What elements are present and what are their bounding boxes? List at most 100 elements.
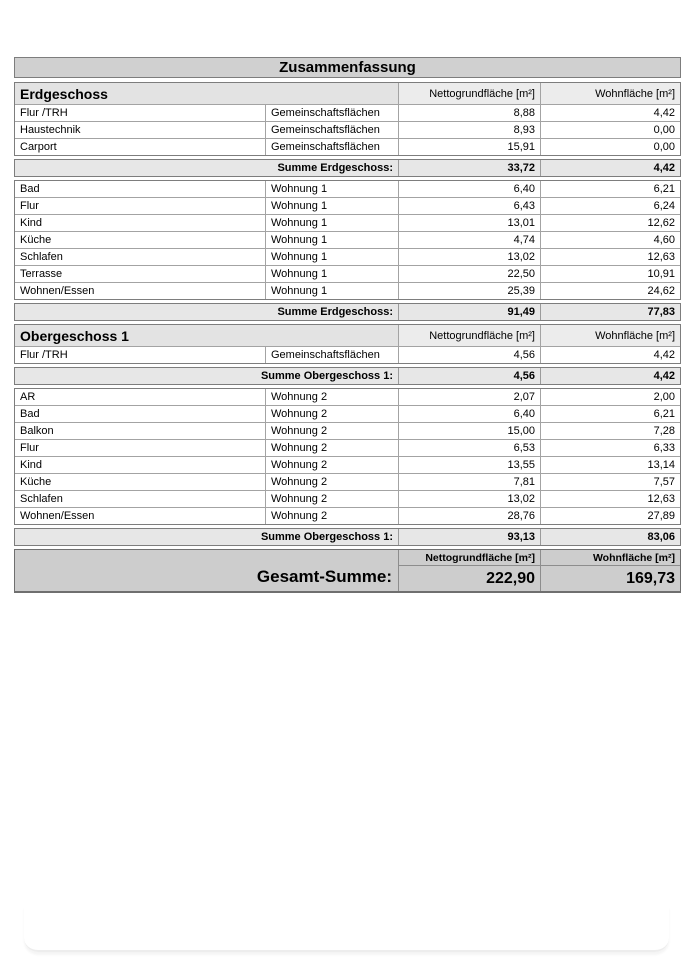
sum-row-obergeschoss1-total: Summe Obergeschoss 1: 93,13 83,06 [14,528,681,546]
table-cell: 6,43 [399,198,541,214]
table-cell: Wohnung 1 [266,181,399,197]
table-cell: Gemeinschaftsflächen [266,122,399,138]
table-row: Wohnen/Essen Wohnung 1 25,39 24,62 [15,282,680,299]
table-row: Flur Wohnung 2 6,53 6,33 [15,439,680,456]
table-row: Bad Wohnung 2 6,40 6,21 [15,405,680,422]
table-cell: Carport [15,139,266,155]
table-row: Carport Gemeinschaftsflächen 15,91 0,00 [15,138,680,155]
table-cell: Wohnung 1 [266,266,399,282]
table-cell: Wohnung 2 [266,389,399,405]
column-header-nettogrundflaeche: Nettogrundfläche [m²] [399,325,541,346]
sum-netto-value: 33,72 [399,160,541,176]
table-cell: Flur [15,440,266,456]
sum-wohn-value: 77,83 [647,306,675,318]
table-cell: Flur /TRH [15,105,266,121]
grand-total-netto-value: 222,90 [486,569,535,587]
grand-total-netto-column: Nettogrundfläche [m²] 222,90 [399,550,541,591]
table-cell: 7,81 [399,474,541,490]
table-cell: Terrasse [15,266,266,282]
table-row: Haustechnik Gemeinschaftsflächen 8,93 0,00 [15,121,680,138]
sum-label: Summe Obergeschoss 1: [15,368,399,384]
table-cell: 13,02 [399,491,541,507]
table-row: Küche Wohnung 1 4,74 4,60 [15,231,680,248]
sum-row-obergeschoss1-common: Summe Obergeschoss 1: 4,56 4,42 [14,367,681,385]
sum-wohn-value: 4,42 [653,370,675,382]
table-cell: AR [15,389,266,405]
table-cell: 4,60 [653,234,675,246]
table-cell: Wohnen/Essen [15,508,266,524]
obergeschoss1-wohnung2-table: AR Wohnung 2 2,07 2,00 Bad Wohnung 2 6,40 6,21 B… [14,388,681,525]
table-cell: Gemeinschaftsflächen [266,347,399,363]
table-cell: 4,74 [399,232,541,248]
table-cell: Wohnen/Essen [15,283,266,299]
table-row: Flur /TRH Gemeinschaftsflächen 8,88 4,42 [15,104,680,121]
table-row: Bad Wohnung 1 6,40 6,21 [15,181,680,197]
table-cell: 8,93 [399,122,541,138]
table-cell: Wohnung 2 [266,474,399,490]
table-row: Wohnen/Essen Wohnung 2 28,76 27,89 [15,507,680,524]
table-cell: Wohnung 1 [266,232,399,248]
table-cell: Kind [15,215,266,231]
table-row: AR Wohnung 2 2,07 2,00 [15,389,680,405]
erdgeschoss-common-table: Erdgeschoss Nettogrundfläche [m²] Wohnfl… [14,82,681,156]
table-cell: 13,01 [399,215,541,231]
table-cell: Wohnung 2 [266,491,399,507]
table-row: Kind Wohnung 1 13,01 12,62 [15,214,680,231]
table-cell: Schlafen [15,491,266,507]
table-cell: Kind [15,457,266,473]
sum-row-erdgeschoss-common: Summe Erdgeschoss: 33,72 4,42 [14,159,681,177]
table-cell: Flur [15,198,266,214]
table-cell: 2,00 [653,391,675,403]
table-cell: 4,42 [653,107,675,119]
table-row: Flur /TRH Gemeinschaftsflächen 4,56 4,42 [15,346,680,363]
sum-label: Summe Erdgeschoss: [15,304,399,320]
section-name: Erdgeschoss [15,83,399,104]
table-cell: 12,63 [647,493,675,505]
sum-netto-value: 4,56 [399,368,541,384]
obergeschoss1-common-table: Obergeschoss 1 Nettogrundfläche [m²] Woh… [14,324,681,364]
table-cell: 13,14 [647,459,675,471]
column-header-nettogrundflaeche: Nettogrundfläche [m²] [399,83,541,104]
table-cell: Küche [15,474,266,490]
section-erdgeschoss: Erdgeschoss Nettogrundfläche [m²] Wohnfl… [14,82,681,321]
table-cell: Wohnung 1 [266,198,399,214]
table-cell: 6,53 [399,440,541,456]
table-cell: 22,50 [399,266,541,282]
table-row: Terrasse Wohnung 1 22,50 10,91 [15,265,680,282]
summary-title-bar: Zusammenfassung [14,57,681,78]
column-header-wohnflaeche: Wohnfläche [m²] [595,87,675,100]
table-cell: Wohnung 2 [266,406,399,422]
table-cell: 12,62 [647,217,675,229]
sum-netto-value: 93,13 [399,529,541,545]
column-header-nettogrundflaeche: Nettogrundfläche [m²] [399,550,540,566]
sum-wohn-value: 4,42 [653,162,675,174]
grand-total-label: Gesamt-Summe: [15,550,399,591]
section-name: Obergeschoss 1 [15,325,399,346]
table-cell: 13,02 [399,249,541,265]
table-cell: 7,28 [653,425,675,437]
table-cell: 6,21 [653,183,675,195]
table-cell: 13,55 [399,457,541,473]
table-row: Schlafen Wohnung 2 13,02 12,63 [15,490,680,507]
table-cell: Gemeinschaftsflächen [266,139,399,155]
table-cell: 15,00 [399,423,541,439]
table-cell: 2,07 [399,389,541,405]
table-cell: Wohnung 1 [266,283,399,299]
table-cell: Wohnung 2 [266,440,399,456]
sum-wohn-value: 83,06 [647,531,675,543]
table-cell: 6,40 [399,406,541,422]
table-cell: Wohnung 2 [266,457,399,473]
table-cell: 12,63 [647,251,675,263]
table-cell: 6,40 [399,181,541,197]
section-obergeschoss-1: Obergeschoss 1 Nettogrundfläche [m²] Woh… [14,324,681,546]
table-row: Flur Wohnung 1 6,43 6,24 [15,197,680,214]
table-cell: Haustechnik [15,122,266,138]
table-cell: 6,24 [653,200,675,212]
table-cell: Gemeinschaftsflächen [266,105,399,121]
summary-document: Zusammenfassung Erdgeschoss Nettogrundfl… [14,57,681,593]
table-row: Balkon Wohnung 2 15,00 7,28 [15,422,680,439]
table-cell: Wohnung 1 [266,249,399,265]
page-bottom-edge [24,906,669,952]
table-cell: Bad [15,181,266,197]
table-cell: 6,21 [653,408,675,420]
